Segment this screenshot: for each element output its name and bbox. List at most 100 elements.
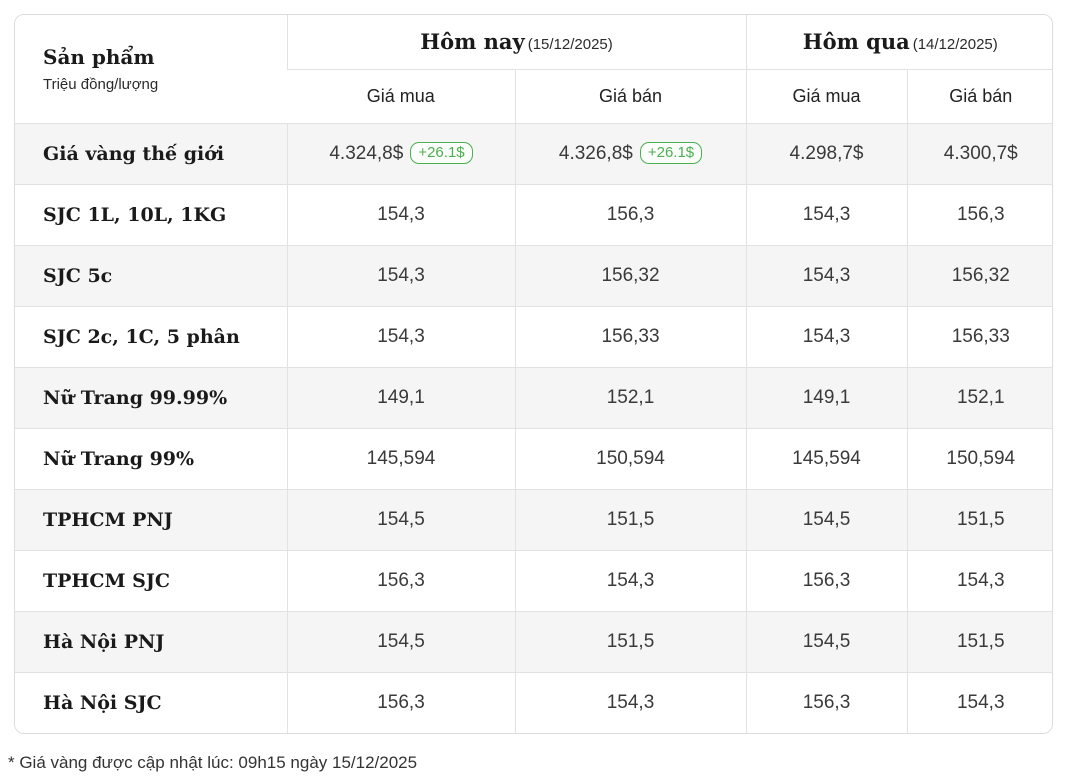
table-row: SJC 1L, 10L, 1KG 154,3 156,3 154,3 156,3 bbox=[15, 183, 1052, 245]
product-name: Hà Nội SJC bbox=[15, 671, 287, 733]
price-value: 154,5 bbox=[802, 508, 851, 530]
price-value: 156,3 bbox=[956, 203, 1005, 225]
price-cell: 154,5 bbox=[286, 488, 515, 550]
yesterday-sell-header: Giá bán bbox=[906, 68, 1052, 123]
price-cell: 150,594 bbox=[514, 427, 747, 489]
price-value: 156,3 bbox=[606, 203, 655, 225]
price-cell: 154,3 bbox=[286, 305, 515, 367]
price-change-badge: +26.1$ bbox=[639, 142, 703, 164]
price-value: 156,3 bbox=[377, 691, 425, 713]
price-value: 154,3 bbox=[802, 264, 851, 286]
price-cell: 4.298,7$ bbox=[745, 122, 908, 184]
product-name: Hà Nội PNJ bbox=[15, 610, 287, 672]
price-value: 154,3 bbox=[606, 691, 655, 713]
price-cell: 151,5 bbox=[514, 610, 747, 672]
price-cell: 151,5 bbox=[906, 488, 1052, 550]
price-value: 151,5 bbox=[606, 630, 655, 652]
product-name: SJC 2c, 1C, 5 phân bbox=[15, 305, 287, 367]
price-cell: 154,3 bbox=[745, 183, 908, 245]
price-value: 145,594 bbox=[366, 447, 436, 469]
table-row: Giá vàng thế giới 4.324,8$ +26.1$ 4.326,8$ +… bbox=[15, 122, 1052, 184]
price-value: 150,594 bbox=[946, 447, 1016, 469]
price-value: 156,3 bbox=[802, 569, 851, 591]
price-cell: 154,3 bbox=[745, 244, 908, 306]
today-label: Hôm nay bbox=[420, 29, 525, 55]
group-header-row: Sản phẩm Triệu đồng/lượng Hôm nay (15/12/… bbox=[15, 15, 1052, 123]
sub-header-row: Giá mua Giá bán Giá mua Giá bán bbox=[15, 68, 1052, 123]
price-value: 154,3 bbox=[956, 691, 1005, 713]
today-sell-header: Giá bán bbox=[514, 68, 747, 123]
price-cell: 154,3 bbox=[286, 183, 515, 245]
price-value: 149,1 bbox=[377, 386, 425, 408]
price-cell: 156,33 bbox=[514, 305, 747, 367]
price-value: 152,1 bbox=[956, 386, 1005, 408]
price-cell: 154,5 bbox=[745, 488, 908, 550]
price-cell: 4.326,8$ +26.1$ bbox=[514, 122, 747, 184]
price-value: 150,594 bbox=[596, 447, 665, 469]
price-cell: 156,3 bbox=[906, 183, 1052, 245]
price-value: 4.326,8$ bbox=[558, 143, 633, 164]
price-value: 154,3 bbox=[377, 325, 425, 347]
gold-price-grid: Sản phẩm Triệu đồng/lượng Hôm nay (15/12/… bbox=[15, 15, 1052, 733]
price-value: 151,5 bbox=[956, 630, 1005, 652]
price-value: 156,3 bbox=[377, 569, 425, 591]
table-row: Hà Nội PNJ 154,5 151,5 154,5 151,5 bbox=[15, 610, 1052, 672]
price-value: 152,1 bbox=[606, 386, 655, 408]
product-name: TPHCM PNJ bbox=[15, 488, 287, 550]
price-value: 154,3 bbox=[802, 203, 851, 225]
price-cell: 151,5 bbox=[906, 610, 1052, 672]
product-name: Nữ Trang 99% bbox=[15, 427, 287, 489]
price-cell: 154,3 bbox=[745, 305, 908, 367]
price-value: 154,5 bbox=[377, 630, 425, 652]
price-cell: 152,1 bbox=[514, 366, 747, 428]
price-value: 151,5 bbox=[956, 508, 1005, 530]
price-cell: 156,32 bbox=[514, 244, 747, 306]
price-cell: 154,3 bbox=[286, 244, 515, 306]
price-cell: 145,594 bbox=[745, 427, 908, 489]
price-value: 156,33 bbox=[601, 325, 660, 347]
price-cell: 154,3 bbox=[514, 671, 747, 733]
products-column-unit: Triệu đồng/lượng bbox=[43, 75, 159, 93]
table-row: SJC 2c, 1C, 5 phân 154,3 156,33 154,3 156,33 bbox=[15, 305, 1052, 367]
yesterday-group-header: Hôm qua (14/12/2025) bbox=[745, 15, 1052, 69]
price-cell: 156,3 bbox=[286, 549, 515, 611]
price-cell: 150,594 bbox=[906, 427, 1052, 489]
price-cell: 4.300,7$ bbox=[906, 122, 1052, 184]
price-value: 4.324,8$ bbox=[329, 143, 404, 164]
price-cell: 149,1 bbox=[745, 366, 908, 428]
table-row: SJC 5c 154,3 156,32 154,3 156,32 bbox=[15, 244, 1052, 306]
product-name: TPHCM SJC bbox=[15, 549, 287, 611]
price-value: 145,594 bbox=[792, 447, 861, 469]
price-value: 154,3 bbox=[606, 569, 655, 591]
price-value: 154,5 bbox=[802, 630, 851, 652]
today-group-header: Hôm nay (15/12/2025) bbox=[286, 15, 747, 69]
price-cell: 154,3 bbox=[906, 671, 1052, 733]
price-value: 154,5 bbox=[377, 508, 425, 530]
yesterday-label: Hôm qua bbox=[802, 29, 910, 55]
price-value: 156,33 bbox=[951, 325, 1010, 347]
table-row: TPHCM PNJ 154,5 151,5 154,5 151,5 bbox=[15, 488, 1052, 550]
product-name: SJC 1L, 10L, 1KG bbox=[15, 183, 287, 245]
price-value: 156,3 bbox=[802, 691, 851, 713]
price-value: 4.300,7$ bbox=[943, 142, 1018, 164]
products-column-title: Sản phẩm bbox=[43, 44, 155, 69]
price-cell: 154,3 bbox=[514, 549, 747, 611]
price-cell: 152,1 bbox=[906, 366, 1052, 428]
price-cell: 156,3 bbox=[745, 671, 908, 733]
price-value: 154,3 bbox=[377, 264, 425, 286]
product-name: Giá vàng thế giới bbox=[15, 122, 287, 184]
price-cell: 156,3 bbox=[514, 183, 747, 245]
table-row: TPHCM SJC 156,3 154,3 156,3 154,3 bbox=[15, 549, 1052, 611]
table-row: Nữ Trang 99% 145,594 150,594 145,594 150,594 bbox=[15, 427, 1052, 489]
yesterday-date: (14/12/2025) bbox=[912, 36, 998, 54]
price-value: 156,32 bbox=[601, 264, 660, 286]
product-name: Nữ Trang 99.99% bbox=[15, 366, 287, 428]
today-date: (15/12/2025) bbox=[527, 36, 613, 54]
price-cell: 154,5 bbox=[745, 610, 908, 672]
price-value: 4.298,7$ bbox=[789, 142, 864, 164]
product-name: SJC 5c bbox=[15, 244, 287, 306]
price-value: 154,3 bbox=[802, 325, 851, 347]
price-cell: 156,3 bbox=[745, 549, 908, 611]
table-row: Nữ Trang 99.99% 149,1 152,1 149,1 152,1 bbox=[15, 366, 1052, 428]
today-buy-header: Giá mua bbox=[287, 68, 515, 123]
